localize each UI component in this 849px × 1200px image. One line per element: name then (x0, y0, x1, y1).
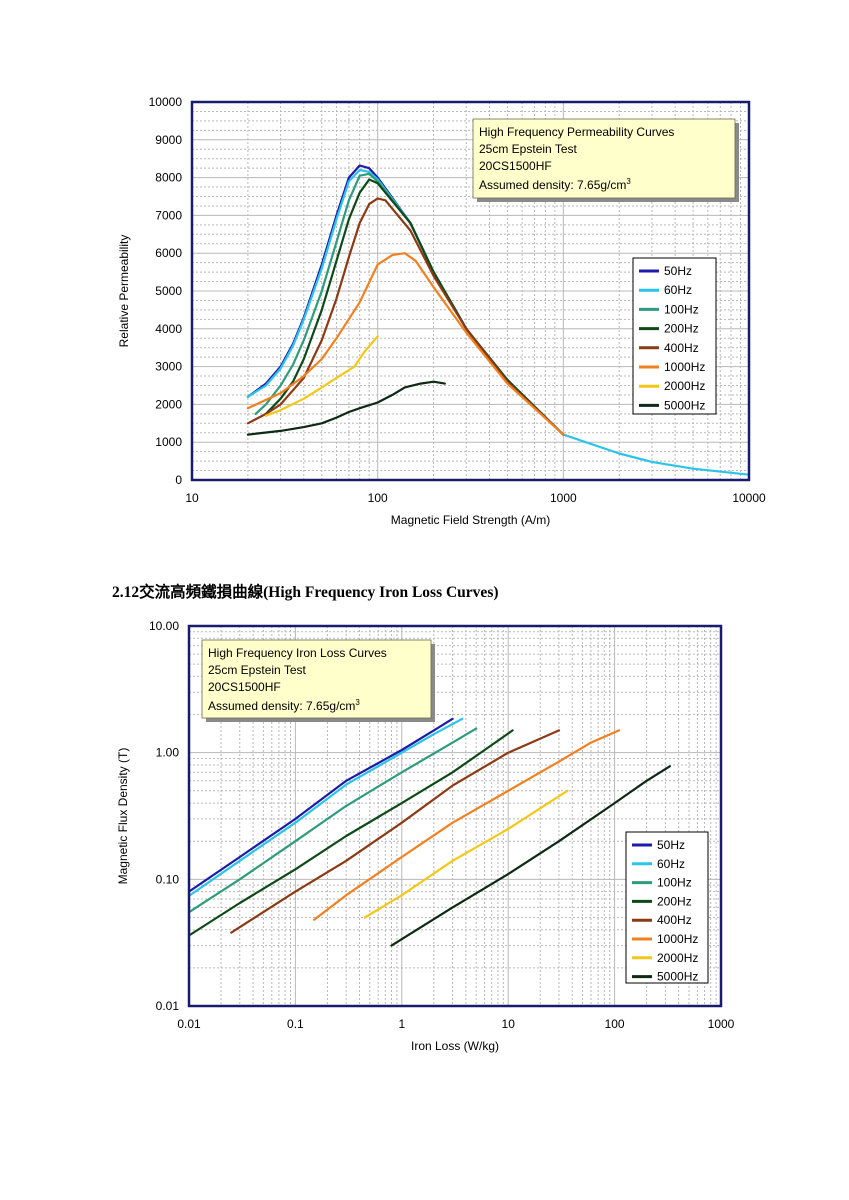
legend-label-1000Hz: 1000Hz (657, 932, 698, 946)
series-line-60Hz (189, 717, 464, 897)
plot-frame (187, 624, 723, 1008)
y-tick-label: 8000 (155, 171, 182, 185)
x-tick-label: 100 (605, 1017, 625, 1031)
info-box-line1: High Frequency Iron Loss Curves (208, 646, 387, 660)
legend-label-50Hz: 50Hz (664, 264, 692, 278)
x-tick-label: 10 (502, 1017, 516, 1031)
x-tick-label: 0.01 (177, 1017, 201, 1031)
series-line-200Hz (264, 178, 565, 436)
y-tick-label: 0 (175, 473, 182, 487)
x-tick-label: 10000 (732, 491, 766, 505)
legend-label-2000Hz: 2000Hz (664, 379, 705, 393)
legend-label-50Hz: 50Hz (657, 838, 685, 852)
x-tick-label: 1 (398, 1017, 405, 1031)
y-tick-label: 5000 (155, 284, 182, 298)
series-line-400Hz (230, 729, 561, 934)
legend-label-400Hz: 400Hz (664, 341, 699, 355)
series-line-100Hz (254, 172, 565, 436)
y-tick-label: 1000 (155, 435, 182, 449)
iron-loss-chart: 0.01 0.1 1 10 100 1000 0.01 0.10 1.00 10.00 Iron L… (116, 619, 735, 1053)
legend-label-200Hz: 200Hz (664, 322, 699, 336)
series-line-5000Hz (390, 765, 671, 947)
plot-frame (190, 100, 751, 482)
series-line-200Hz (189, 729, 514, 937)
y-tick-label: 10000 (149, 95, 183, 109)
series-line-400Hz (246, 197, 565, 436)
x-tick-label: 10 (185, 491, 199, 505)
series-line-60Hz (246, 168, 749, 476)
legend (632, 257, 717, 415)
series-line-2000Hz (264, 335, 379, 417)
x-tick-label: 1000 (550, 491, 577, 505)
legend-label-100Hz: 100Hz (657, 876, 692, 890)
info-box-line3: 20CS1500HF (479, 159, 552, 173)
legend-label-2000Hz: 2000Hz (657, 951, 698, 965)
info-box (201, 639, 432, 719)
info-box-line2: 25cm Epstein Test (208, 663, 306, 677)
legend-label-1000Hz: 1000Hz (664, 360, 705, 374)
info-box-line4: Assumed density: 7.65g/cm3 (208, 698, 360, 713)
series-line-1000Hz (313, 729, 621, 921)
legend-label-60Hz: 60Hz (657, 857, 685, 871)
legend-label-60Hz: 60Hz (664, 283, 692, 297)
y-axis-title: Relative Permeability (117, 235, 131, 348)
section-heading: 2.12交流高頻鐵損曲線(High Frequency Iron Loss Cu… (112, 584, 499, 601)
y-tick-label: 9000 (155, 133, 182, 147)
permeability-chart: 10 100 1000 10000 0 1000 2000 3000 4000 5000 6000 7… (117, 95, 766, 527)
info-box (472, 118, 736, 199)
info-box-line1: High Frequency Permeability Curves (479, 125, 674, 139)
info-box-line4: Assumed density: 7.65g/cm3 (479, 177, 631, 192)
info-box-line2: 25cm Epstein Test (479, 142, 577, 156)
y-tick-label: 2000 (155, 397, 182, 411)
y-tick-label: 3000 (155, 360, 182, 374)
x-tick-label: 0.1 (287, 1017, 304, 1031)
legend-label-400Hz: 400Hz (657, 913, 692, 927)
x-tick-label: 100 (368, 491, 388, 505)
legend-label-5000Hz: 5000Hz (664, 398, 705, 412)
series-line-5000Hz (246, 380, 446, 436)
y-axis-title: Magnetic Flux Density (T) (116, 748, 130, 885)
y-tick-label: 7000 (155, 208, 182, 222)
info-box-line3: 20CS1500HF (208, 680, 281, 694)
series-line-1000Hz (246, 252, 565, 436)
y-tick-label: 0.01 (156, 999, 180, 1013)
y-tick-label: 4000 (155, 322, 182, 336)
x-axis-title: Iron Loss (W/kg) (411, 1039, 499, 1053)
series-line-2000Hz (363, 789, 569, 919)
y-tick-label: 1.00 (156, 746, 180, 760)
legend-label-5000Hz: 5000Hz (657, 970, 698, 984)
y-tick-label: 10.00 (149, 619, 179, 633)
legend-label-200Hz: 200Hz (657, 894, 692, 908)
y-tick-label: 0.10 (156, 872, 180, 886)
y-tick-label: 6000 (155, 246, 182, 260)
x-tick-label: 1000 (708, 1017, 735, 1031)
series-line-100Hz (189, 727, 478, 914)
legend-label-100Hz: 100Hz (664, 302, 699, 316)
series-line-50Hz (189, 717, 454, 893)
x-axis-title: Magnetic Field Strength (A/m) (391, 513, 550, 527)
